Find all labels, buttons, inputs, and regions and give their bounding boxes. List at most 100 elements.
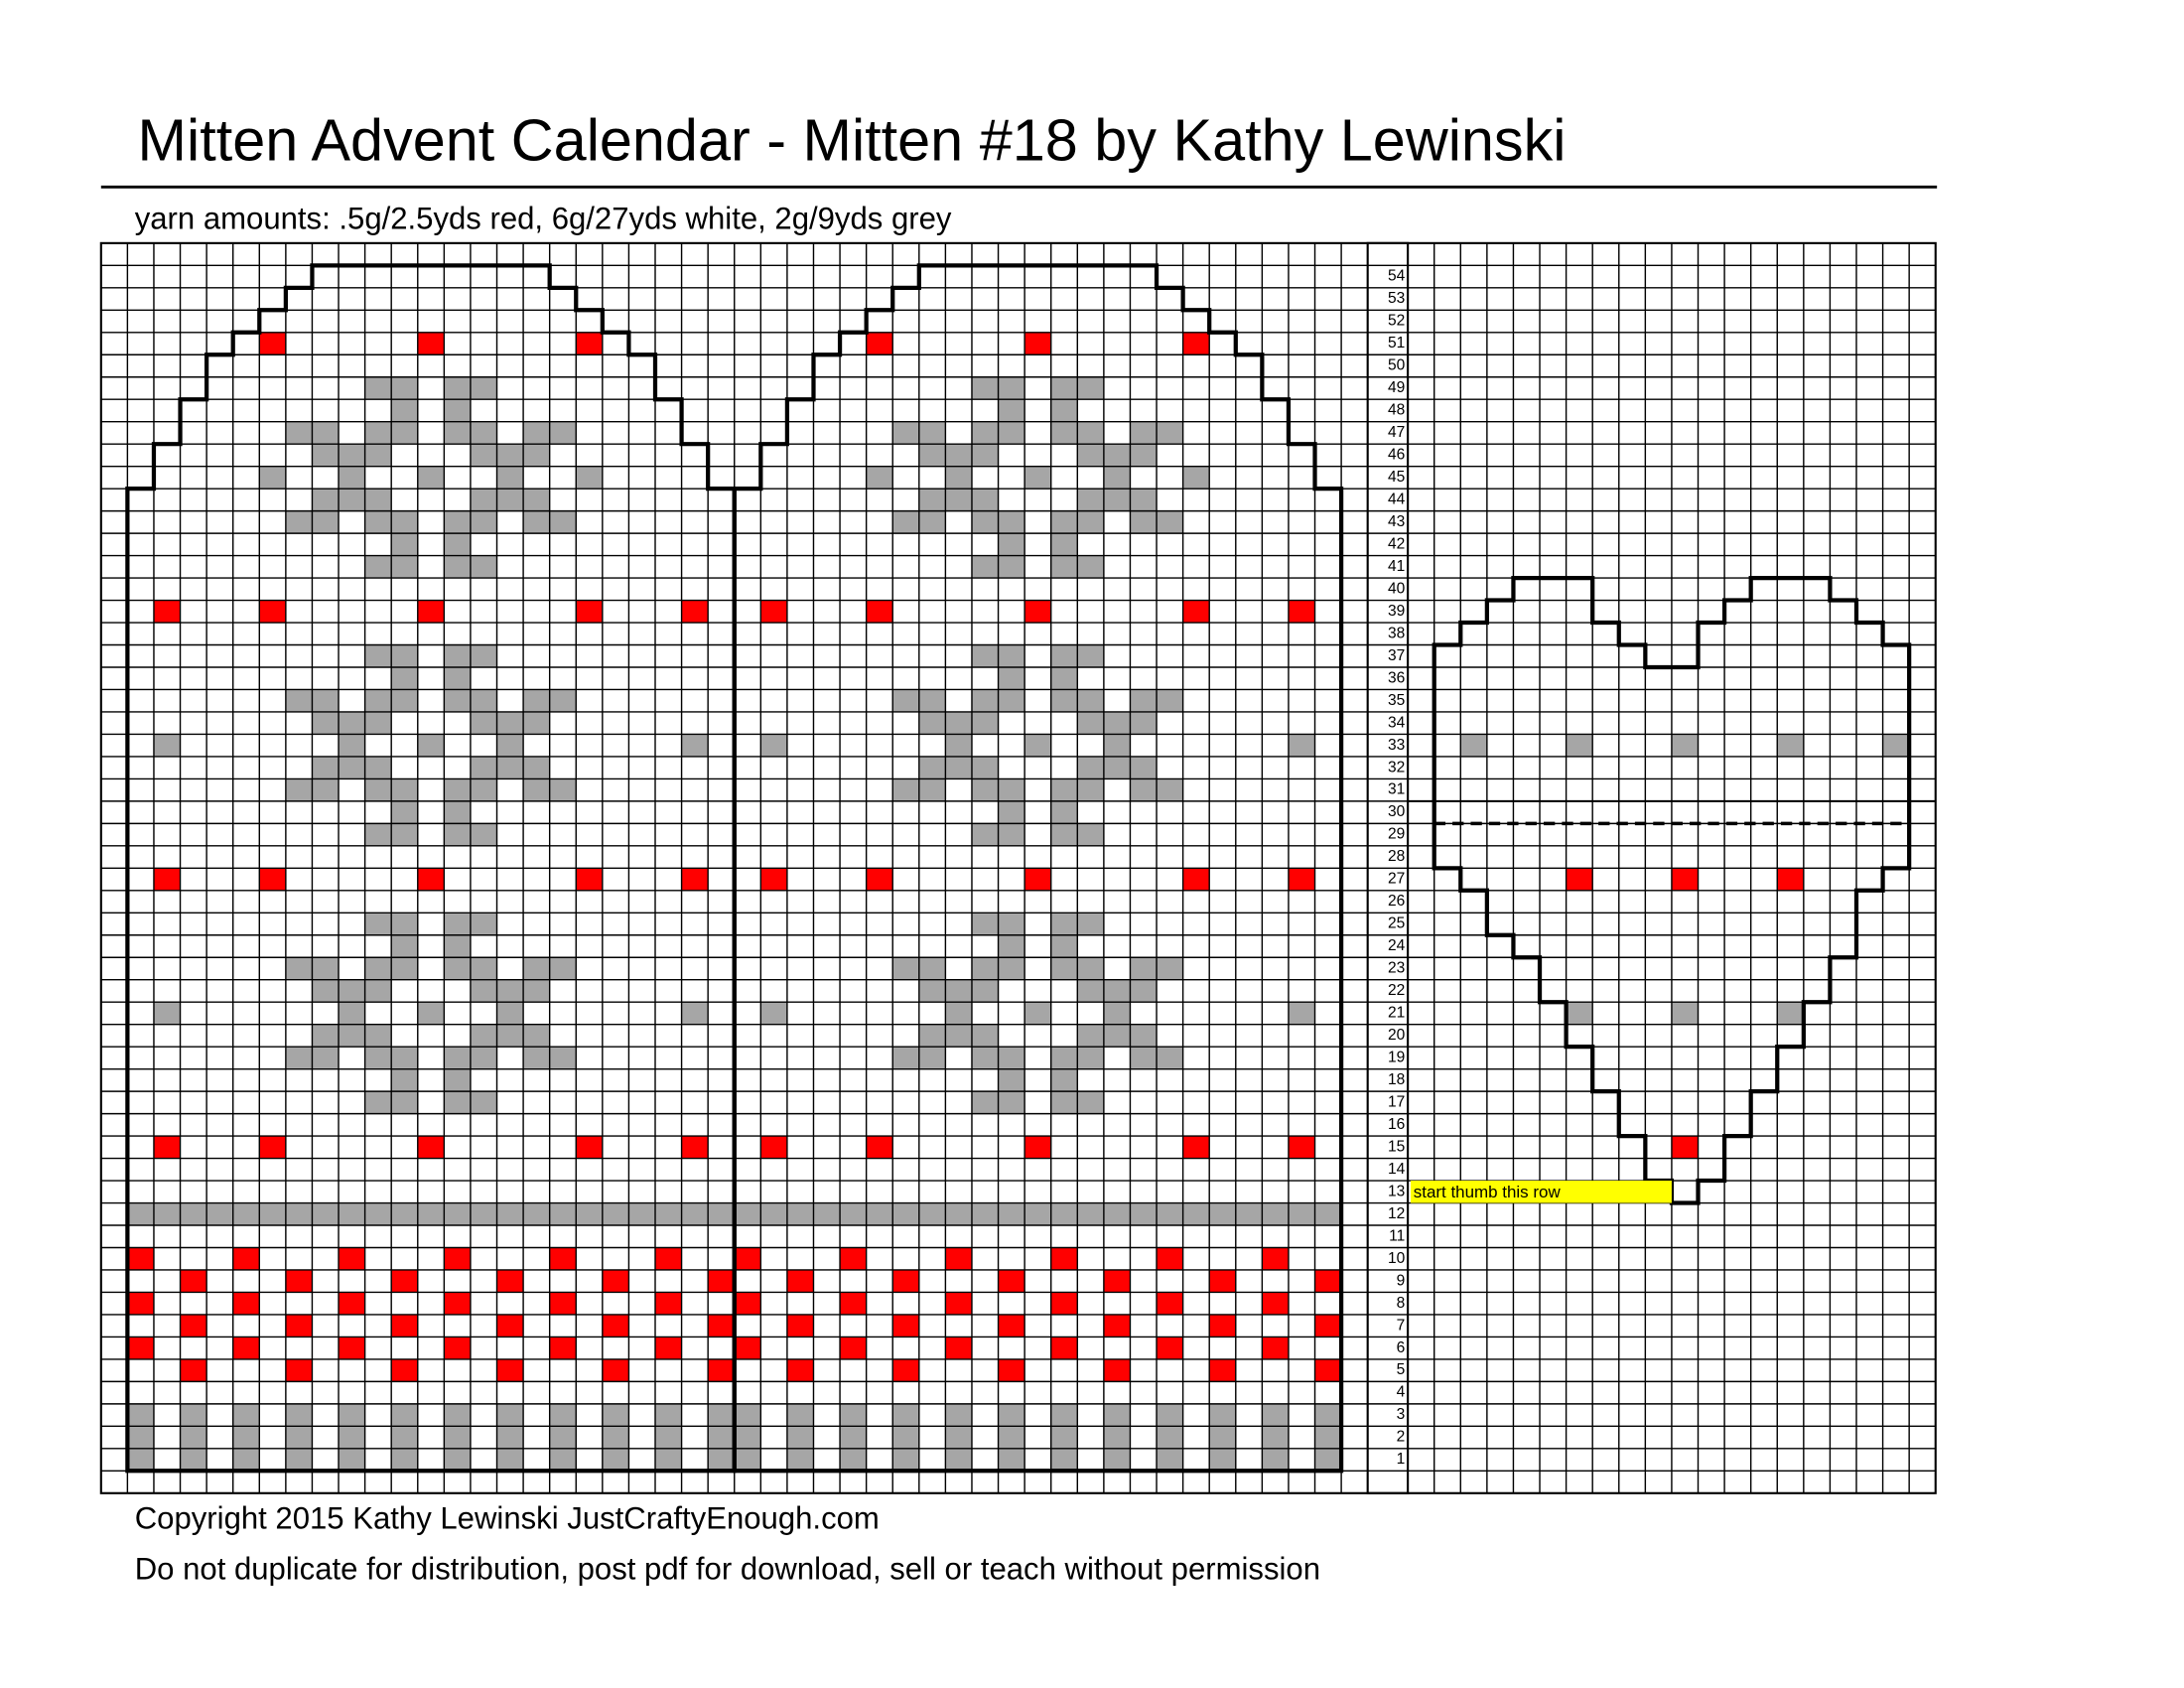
stitch [417, 734, 445, 757]
stitch [470, 489, 497, 511]
stitch [470, 1047, 497, 1069]
stitch [312, 489, 340, 511]
stitch [391, 376, 418, 400]
stitch [1077, 444, 1104, 467]
grid [99, 241, 1937, 1494]
stitch [523, 979, 550, 1003]
stitch [1050, 778, 1078, 801]
stitch [971, 489, 999, 511]
stitch [364, 1091, 392, 1114]
stitch [1077, 913, 1104, 935]
stitch [1103, 1314, 1131, 1337]
stitch [285, 1314, 313, 1337]
stitch [576, 1136, 603, 1159]
stitch [364, 979, 392, 1003]
stitch [971, 1202, 999, 1226]
stitch [444, 666, 471, 690]
stitch [496, 1448, 524, 1472]
stitch [339, 1024, 365, 1048]
stitch [444, 1336, 471, 1359]
row-number: 19 [1388, 1050, 1405, 1066]
stitch [628, 1202, 655, 1226]
stitch [866, 600, 893, 624]
stitch [1050, 689, 1078, 712]
stitch [180, 1202, 207, 1226]
stitch [391, 1403, 418, 1427]
stitch [681, 1002, 709, 1025]
stitch [1288, 1002, 1315, 1025]
stitch [339, 711, 365, 735]
stitch [786, 1314, 814, 1337]
stitch [339, 1292, 365, 1315]
stitch [1024, 466, 1051, 490]
stitch [892, 510, 919, 534]
stitch [1024, 600, 1051, 624]
stitch [470, 778, 497, 801]
stitch [549, 1448, 577, 1472]
row-number-column [1366, 241, 1410, 1494]
stitch [1077, 1024, 1104, 1048]
stitch [998, 666, 1025, 690]
stitch [180, 1269, 207, 1293]
stitch [1077, 421, 1104, 445]
row-number: 48 [1388, 402, 1405, 419]
thumb-note-bg [1410, 1181, 1672, 1203]
stitch [708, 1448, 735, 1472]
stitch [602, 1202, 629, 1226]
stitch [1671, 734, 1699, 757]
stitch [892, 1314, 919, 1337]
row-number: 53 [1388, 290, 1405, 307]
stitch [866, 1202, 893, 1226]
stitch [1024, 332, 1051, 355]
row-number: 1 [1397, 1451, 1406, 1468]
stitch [496, 444, 524, 467]
stitch [655, 1202, 682, 1226]
stitch [576, 868, 603, 891]
stitch [1103, 1024, 1131, 1048]
stitch [1024, 1202, 1051, 1226]
stitch [232, 1202, 260, 1226]
stitch [1024, 1002, 1051, 1025]
row-number: 16 [1388, 1116, 1405, 1133]
stitch [945, 1202, 972, 1226]
stitch [417, 868, 445, 891]
stitch [496, 756, 524, 779]
stitch [180, 1314, 207, 1337]
stitch [971, 823, 999, 846]
stitch [1077, 979, 1104, 1003]
row-number: 23 [1388, 960, 1405, 977]
stitch [655, 1247, 682, 1270]
stitch [1103, 1202, 1131, 1226]
stitch [549, 1202, 577, 1226]
stitch [998, 533, 1025, 556]
row-number: 5 [1397, 1361, 1406, 1378]
stitch [1182, 332, 1210, 355]
stitch [1130, 979, 1158, 1003]
row-number: 50 [1388, 357, 1406, 374]
stitch [760, 868, 787, 891]
row-number: 27 [1388, 871, 1405, 888]
stitch [1050, 510, 1078, 534]
row-number: 38 [1388, 625, 1405, 641]
stitch [945, 711, 972, 735]
stitch [391, 1358, 418, 1382]
stitch [1130, 1047, 1158, 1069]
stitch [1157, 1403, 1183, 1427]
stitch [312, 756, 340, 779]
stitch [391, 778, 418, 801]
stitch [339, 1336, 365, 1359]
stitch [285, 957, 313, 980]
stitch [444, 421, 471, 445]
stitch [259, 600, 286, 624]
stitch [259, 332, 286, 355]
stitch [1077, 689, 1104, 712]
stitch [339, 756, 365, 779]
row-labels: start thumb this row12345678910111213141… [1366, 241, 1672, 1494]
row-number: 47 [1388, 424, 1405, 441]
stitch [708, 1358, 735, 1382]
stitch [391, 934, 418, 958]
stitch [1050, 555, 1078, 579]
stitch [549, 778, 577, 801]
stitch [417, 332, 445, 355]
stitch [312, 778, 340, 801]
